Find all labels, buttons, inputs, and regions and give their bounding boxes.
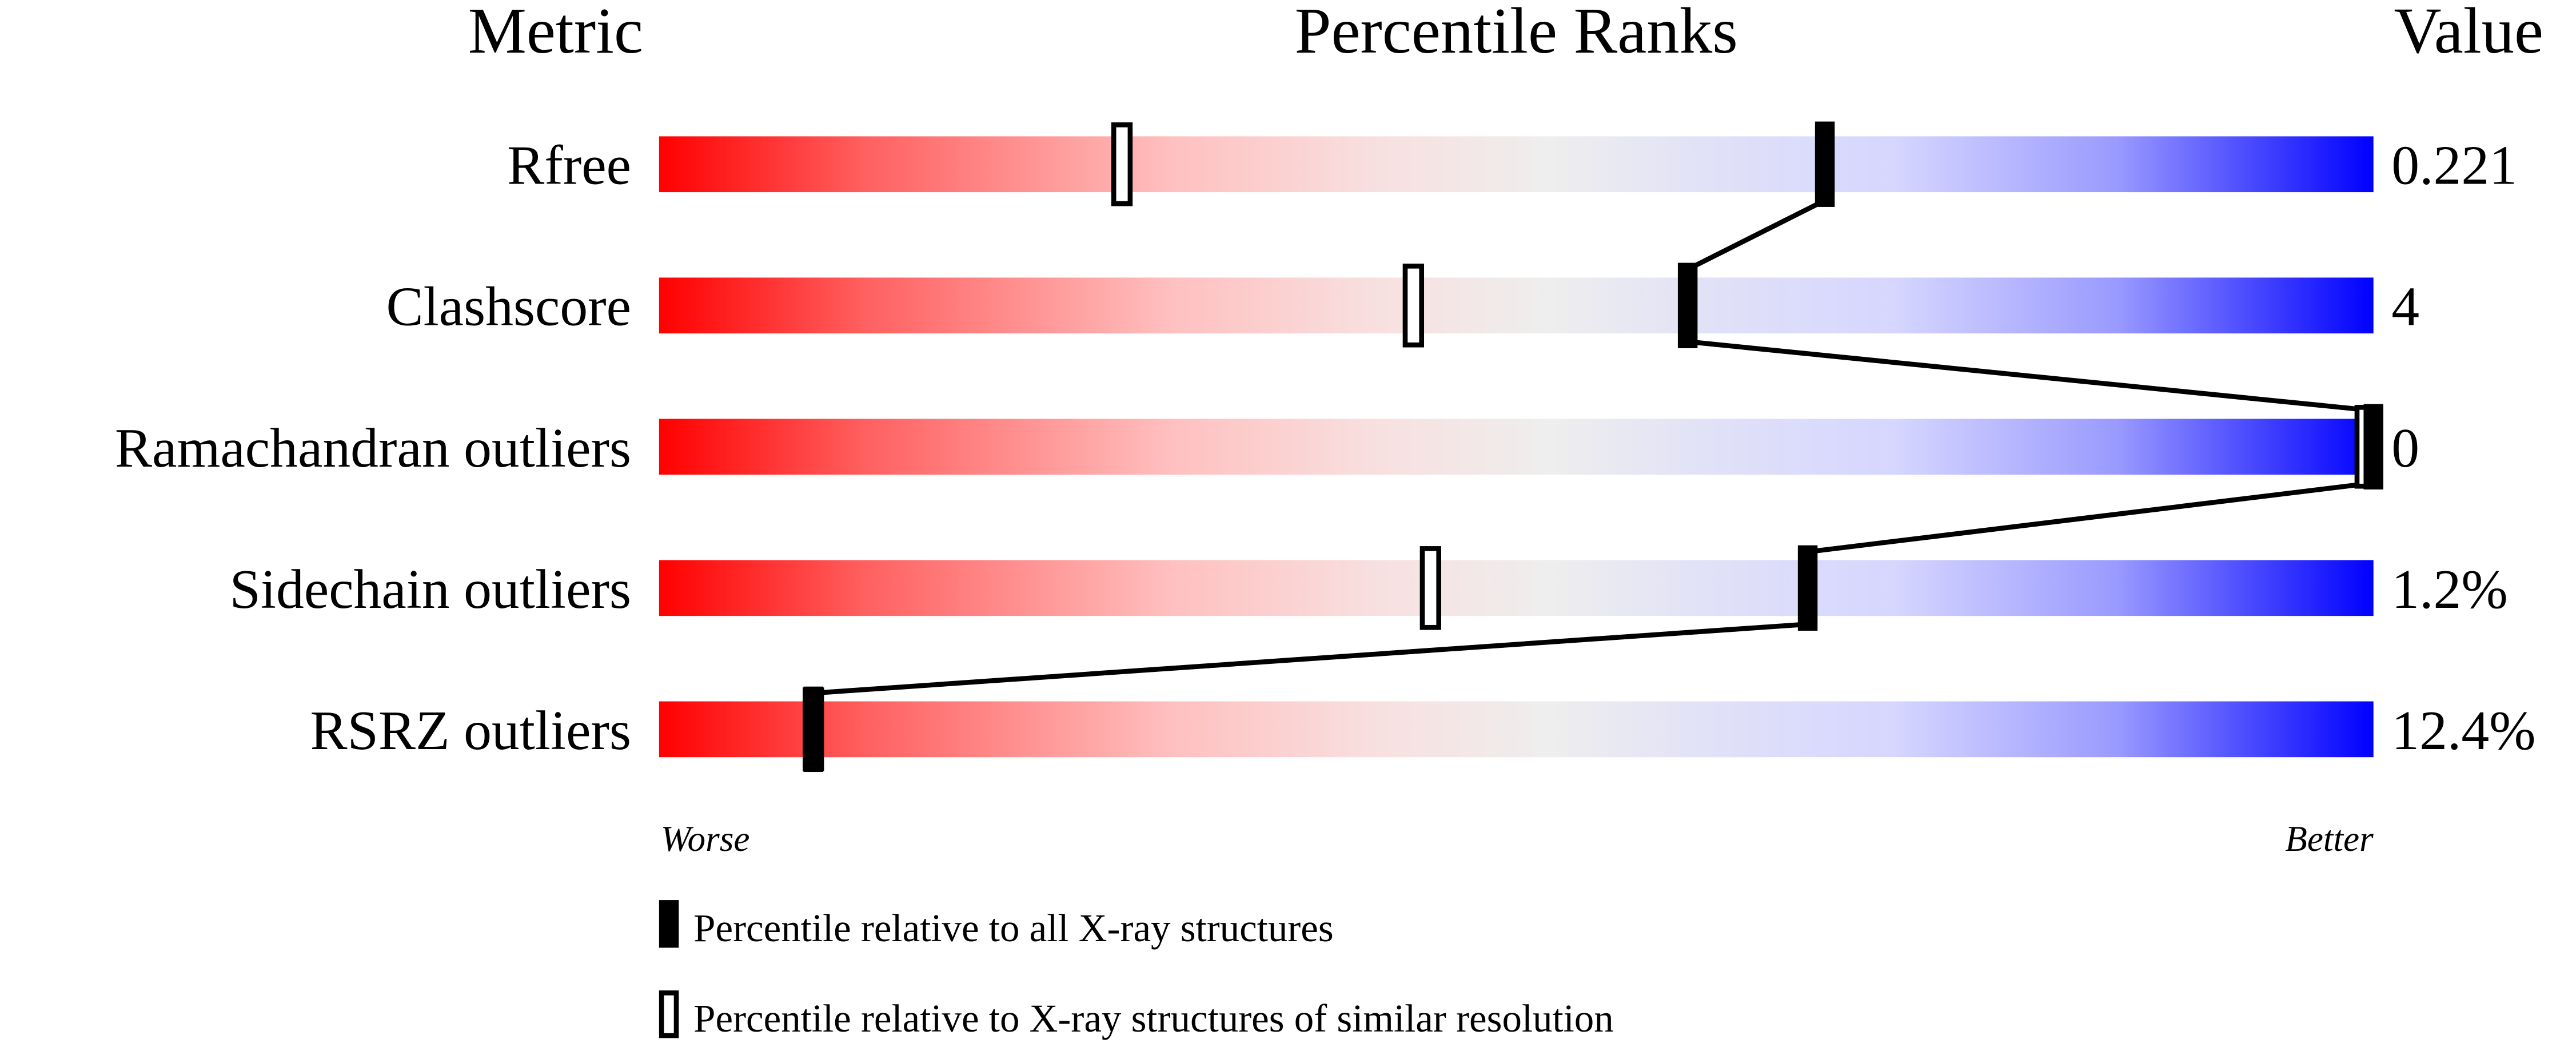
metric-value: 12.4% xyxy=(2391,700,2535,762)
percentile-bar xyxy=(659,136,2374,193)
metric-label: Ramachandran outliers xyxy=(115,417,631,479)
header-percentile-ranks: Percentile Ranks xyxy=(1295,0,1738,67)
similar-resolution-marker xyxy=(1111,122,1133,206)
similar-resolution-marker xyxy=(1419,546,1441,630)
metric-row: Clashscore 4 xyxy=(386,276,2420,338)
connector-line xyxy=(1687,339,2374,413)
legend-label-similar: Percentile relative to X-ray structures … xyxy=(693,997,1614,1040)
percentile-bar xyxy=(659,277,2374,334)
percentile-bar xyxy=(659,560,2374,616)
metric-value: 0 xyxy=(2391,417,2419,479)
metric-value: 4 xyxy=(2391,276,2419,338)
axis-better-label: Better xyxy=(2285,819,2374,859)
connector-line xyxy=(1686,198,1826,272)
metric-row: Ramachandran outliers 0 xyxy=(115,417,2419,479)
axis-worse-label: Worse xyxy=(661,819,750,859)
metric-label: RSRZ outliers xyxy=(310,700,631,762)
legend-hollow-marker-icon xyxy=(659,990,679,1038)
metric-label: Rfree xyxy=(507,135,631,197)
metric-row: Rfree 0.221 xyxy=(507,135,2517,197)
connector-line xyxy=(813,622,1808,696)
all-structures-marker xyxy=(1677,262,1698,348)
all-structures-marker xyxy=(803,686,823,773)
metric-label: Sidechain outliers xyxy=(230,559,631,620)
metric-row: RSRZ outliers 12.4% xyxy=(310,700,2535,762)
metric-value: 1.2% xyxy=(2391,559,2507,620)
metric-row: Sidechain outliers 1.2% xyxy=(230,559,2508,620)
header-metric: Metric xyxy=(468,0,643,67)
all-structures-marker xyxy=(1815,121,1835,207)
percentile-bar xyxy=(659,419,2374,475)
all-structures-marker xyxy=(1797,545,1818,631)
legend-label-all: Percentile relative to all X-ray structu… xyxy=(693,906,1334,950)
connector-line xyxy=(1807,480,2374,555)
percentile-bar xyxy=(659,701,2374,758)
legend-filled-marker-icon xyxy=(659,900,679,948)
all-structures-marker xyxy=(2363,404,2383,489)
metric-value: 0.221 xyxy=(2391,135,2517,197)
metric-label: Clashscore xyxy=(386,276,632,338)
header-value: Value xyxy=(2394,0,2544,67)
similar-resolution-marker xyxy=(1402,264,1425,348)
